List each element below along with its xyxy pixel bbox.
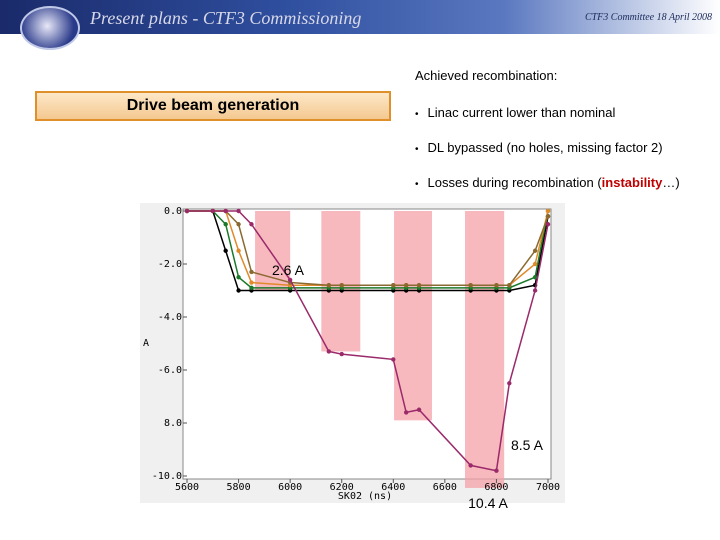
series-line (187, 210, 549, 286)
series-point (339, 351, 344, 357)
series-point (249, 222, 254, 227)
series-point (403, 283, 409, 288)
series-point (339, 283, 344, 288)
series-point (236, 248, 241, 253)
series-point (249, 285, 254, 291)
series-point (236, 222, 241, 227)
x-tick-label: 5600 (175, 482, 199, 493)
section-box: Drive beam generation (35, 91, 391, 121)
series-point (545, 222, 551, 227)
annotation: 2.6 A (272, 262, 305, 278)
y-tick-label: 8.0 (164, 418, 182, 429)
y-tick-label: -4.0 (158, 312, 182, 323)
series-line (187, 210, 549, 292)
highlight-region (321, 211, 361, 352)
annotation: 10.4 A (468, 495, 508, 511)
series-point (326, 283, 332, 288)
series-point (507, 283, 512, 288)
series-point (416, 283, 422, 288)
series-point (403, 410, 409, 415)
y-tick-label: -6.0 (158, 365, 182, 376)
series-point (494, 283, 499, 288)
series-point (532, 275, 538, 280)
series-point (391, 357, 396, 362)
intro-text: Achieved recombination: (415, 68, 558, 83)
bullet-text: …) (662, 175, 680, 190)
series-point (416, 407, 422, 412)
series-point (236, 288, 241, 293)
series-point (507, 381, 512, 386)
x-tick-label: 6600 (433, 482, 457, 493)
series-point (223, 248, 228, 253)
series-line (187, 210, 549, 289)
x-tick-label: 6800 (484, 482, 508, 493)
x-axis-label: SK02 (ns) (338, 491, 392, 502)
series-point (532, 288, 538, 293)
bullet: Linac current lower than nominal (415, 95, 680, 130)
header-bar (0, 0, 720, 34)
header-info: CTF3 Committee 18 April 2008 (584, 12, 712, 23)
series-point (391, 283, 396, 288)
bullet-text: DL bypassed (no holes, missing factor 2) (427, 140, 663, 155)
highlight-region (464, 211, 505, 488)
series-point (545, 214, 551, 219)
series-point (545, 208, 551, 214)
y-axis-label: A (143, 338, 149, 349)
x-tick-label: 6000 (278, 482, 302, 493)
y-tick-label: 0.0 (164, 206, 182, 217)
logo (20, 6, 80, 50)
series-point (249, 280, 254, 285)
series-point (494, 468, 499, 473)
slide-title: Present plans - CTF3 Commissioning (90, 8, 362, 28)
annotation: 8.5 A (511, 437, 544, 453)
bullet: Losses during recombination (instability… (415, 165, 680, 200)
series-line (187, 210, 549, 472)
bullet: DL bypassed (no holes, missing factor 2) (415, 130, 680, 165)
series-point (326, 349, 332, 354)
bullet-list: Linac current lower than nominal DL bypas… (415, 95, 680, 200)
y-tick-label: -10.0 (152, 471, 182, 482)
series-point (287, 277, 293, 283)
series-point (468, 463, 473, 468)
series-point (236, 208, 241, 214)
x-tick-label: 6400 (381, 482, 405, 493)
series-point (532, 261, 538, 267)
series-point (184, 208, 190, 214)
x-tick-label: 5800 (227, 482, 251, 493)
series-point (468, 283, 473, 288)
series-point (223, 208, 228, 214)
bullet-text: instability (601, 175, 663, 190)
series-point (532, 248, 538, 253)
bullet-text: Linac current lower than nominal (427, 105, 616, 120)
series-point (223, 222, 228, 227)
highlight-region (255, 211, 291, 291)
series-point (210, 208, 215, 214)
series-point (236, 275, 241, 280)
bullet-text: Losses during recombination ( (427, 175, 602, 190)
y-tick-label: -2.0 (158, 259, 182, 270)
series-point (249, 269, 254, 275)
x-tick-label: 6200 (330, 482, 354, 493)
x-tick-label: 7000 (536, 482, 560, 493)
